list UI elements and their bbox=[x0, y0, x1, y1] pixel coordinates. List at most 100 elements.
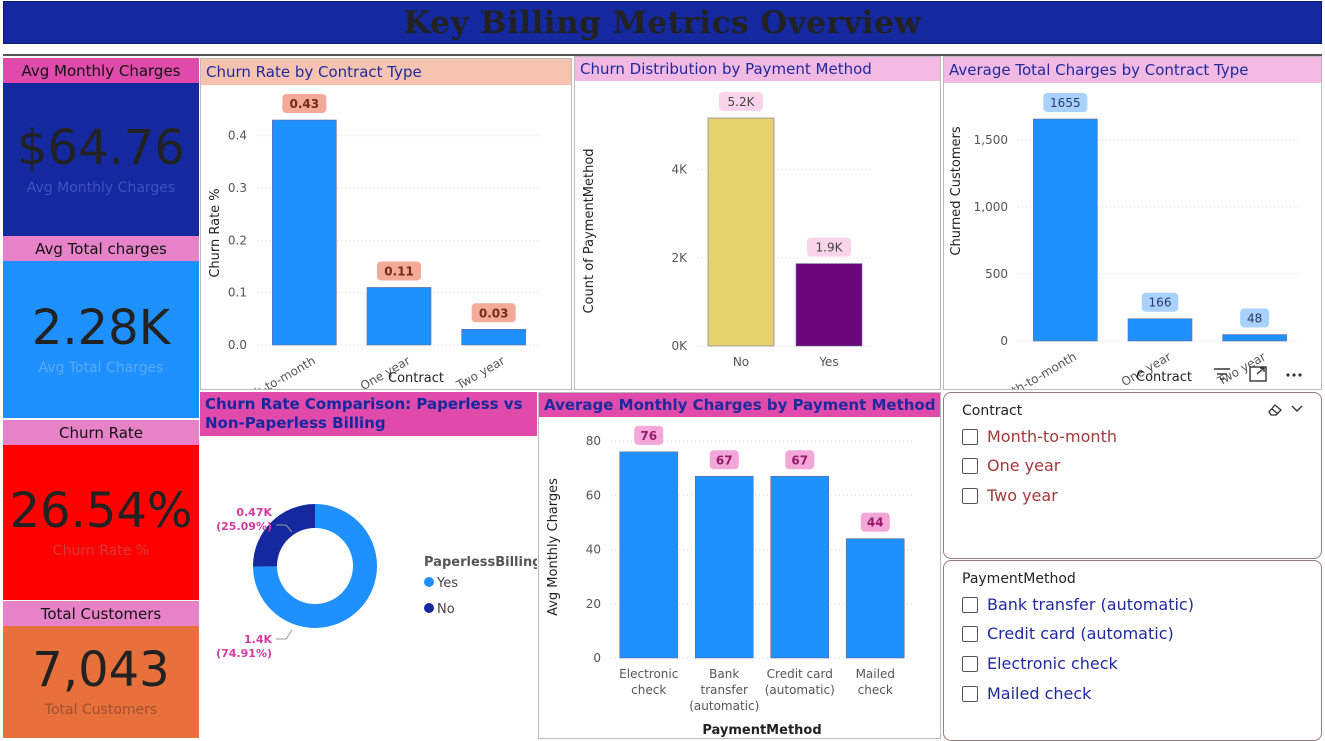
x-tick-label: Yes bbox=[818, 355, 838, 369]
bar bbox=[619, 451, 679, 659]
checkbox[interactable] bbox=[962, 487, 978, 504]
bar bbox=[1127, 318, 1193, 342]
y-tick-label: 20 bbox=[586, 597, 601, 611]
x-axis-title: PaymentMethod bbox=[702, 723, 821, 738]
panel-title: Churn Rate by Contract Type bbox=[201, 59, 571, 85]
slicer-item-bank-transfer[interactable]: Bank transfer (automatic) bbox=[962, 595, 1194, 614]
kpi-churn-rate-card[interactable]: 26.54% Churn Rate % bbox=[3, 445, 199, 600]
x-tick-label: Month-to-month bbox=[226, 353, 317, 389]
slicer-item-label: Electronic check bbox=[987, 654, 1118, 673]
data-label-bg bbox=[719, 92, 763, 111]
x-tick-label: check bbox=[858, 683, 893, 697]
x-tick-label: Month-to-month bbox=[987, 349, 1078, 389]
x-tick-label: Mailed bbox=[856, 667, 895, 681]
kpi-total-customers-caption: Total Customers bbox=[44, 702, 158, 718]
bar bbox=[707, 117, 775, 347]
leader-line bbox=[276, 524, 293, 533]
x-tick-label: Two year bbox=[453, 353, 507, 389]
y-tick-label: 2K bbox=[671, 251, 688, 265]
slicer-item-two-year[interactable]: Two year bbox=[962, 486, 1058, 505]
legend-marker bbox=[424, 577, 434, 587]
bar bbox=[694, 475, 754, 659]
paperless-panel[interactable]: Churn Rate Comparison: Paperless vs Non-… bbox=[200, 392, 537, 739]
slicer-item-label: One year bbox=[987, 456, 1061, 475]
x-axis-title: Contract bbox=[1136, 370, 1192, 385]
checkbox[interactable] bbox=[962, 428, 978, 445]
focus-mode-icon[interactable] bbox=[1248, 365, 1268, 383]
slicer-item-electronic-check[interactable]: Electronic check bbox=[962, 654, 1118, 673]
data-label: 1.9K bbox=[816, 241, 844, 255]
kpi-avg-total-caption: Avg Total Charges bbox=[38, 359, 164, 376]
contract-slicer[interactable]: Contract Month-to-month One year Two yea… bbox=[943, 392, 1322, 559]
y-tick-label: 0K bbox=[671, 339, 688, 353]
churn-by-payment-panel[interactable]: Churn Distribution by Payment Method 0K 2… bbox=[574, 56, 941, 390]
kpi-churn-rate-value: 26.54% bbox=[9, 482, 193, 539]
kpi-churn-rate-label: Churn Rate bbox=[3, 420, 199, 445]
x-tick-label: Bank bbox=[709, 667, 739, 681]
y-tick-label: 500 bbox=[985, 267, 1008, 281]
clear-selections-icon[interactable] bbox=[1266, 401, 1284, 417]
slicer-item-month-to-month[interactable]: Month-to-month bbox=[962, 427, 1117, 446]
slicer-item-label: Mailed check bbox=[987, 684, 1092, 703]
data-label: 67 bbox=[716, 453, 733, 467]
data-label-bg bbox=[1240, 308, 1270, 328]
y-tick-label: 0.1 bbox=[228, 286, 247, 300]
checkbox[interactable] bbox=[962, 685, 978, 702]
bar bbox=[770, 475, 830, 659]
avg-monthly-by-payment-chart: 0 20 40 60 80 76 Electronic check 67 Bank transfer… bbox=[546, 425, 913, 738]
legend-marker bbox=[424, 603, 434, 613]
legend-label: Yes bbox=[436, 576, 458, 591]
kpi-avg-total-card[interactable]: 2.28K Avg Total Charges bbox=[3, 261, 199, 418]
avg-total-by-contract-panel[interactable]: Average Total Charges by Contract Type 0… bbox=[943, 56, 1322, 390]
checkbox[interactable] bbox=[962, 625, 978, 642]
y-axis-title: Avg Monthly Charges bbox=[546, 478, 561, 616]
data-label: 0.47K bbox=[236, 506, 272, 519]
data-label: 1655 bbox=[1050, 96, 1081, 110]
dashboard-title-bar: Key Billing Metrics Overview bbox=[3, 1, 1322, 44]
panel-title: Average Total Charges by Contract Type bbox=[944, 57, 1321, 83]
data-label: 0.03 bbox=[479, 306, 509, 320]
slicer-item-credit-card[interactable]: Credit card (automatic) bbox=[962, 624, 1174, 643]
data-label: 1.4K bbox=[244, 633, 272, 646]
slicer-item-label: Month-to-month bbox=[987, 427, 1117, 446]
data-label-bg bbox=[785, 450, 815, 470]
slicer-item-label: Bank transfer (automatic) bbox=[987, 595, 1194, 614]
kpi-total-customers-value: 7,043 bbox=[32, 642, 170, 698]
kpi-avg-monthly-card[interactable]: $64.76 Avg Monthly Charges bbox=[3, 83, 199, 236]
checkbox[interactable] bbox=[962, 596, 978, 613]
churn-by-contract-panel[interactable]: Churn Rate by Contract Type 0.0 0.1 0.2 0.3… bbox=[200, 58, 572, 390]
checkbox[interactable] bbox=[962, 457, 978, 474]
x-axis-title: Contract bbox=[388, 371, 444, 386]
panel-title: Churn Distribution by Payment Method bbox=[575, 57, 940, 81]
slicer-title: Contract bbox=[962, 403, 1023, 419]
more-options-icon[interactable] bbox=[1284, 365, 1304, 383]
y-tick-label: 1,000 bbox=[974, 200, 1008, 214]
panel-title: Average Monthly Charges by Payment Metho… bbox=[539, 393, 940, 417]
payment-method-slicer[interactable]: PaymentMethod Bank transfer (automatic) … bbox=[943, 560, 1322, 741]
kpi-churn-rate-caption: Churn Rate % bbox=[52, 542, 150, 559]
data-label: (74.91%) bbox=[216, 647, 272, 660]
y-tick-label: 80 bbox=[586, 434, 601, 448]
filter-icon[interactable] bbox=[1212, 365, 1232, 383]
slicer-item-mailed-check[interactable]: Mailed check bbox=[962, 684, 1091, 703]
paperless-donut-chart: 1.4K(74.91%) 0.47K(25.09%) PaperlessBillin… bbox=[216, 504, 537, 660]
kpi-total-customers-card[interactable]: 7,043 Total Customers bbox=[3, 626, 199, 738]
donut-slice bbox=[253, 504, 315, 567]
dashboard-title: Key Billing Metrics Overview bbox=[403, 4, 922, 41]
y-tick-label: 0.0 bbox=[228, 338, 247, 352]
chevron-down-icon[interactable] bbox=[1290, 402, 1304, 416]
legend-label: No bbox=[437, 602, 455, 617]
data-label: 48 bbox=[1247, 312, 1262, 326]
data-label: 5.2K bbox=[728, 95, 756, 109]
y-tick-label: 0.2 bbox=[228, 233, 247, 247]
slicer-item-one-year[interactable]: One year bbox=[962, 456, 1060, 475]
x-tick-label: (automatic) bbox=[689, 699, 759, 713]
x-tick-label: No bbox=[733, 355, 749, 369]
checkbox[interactable] bbox=[962, 655, 978, 672]
y-axis-title: Churned Customers bbox=[949, 126, 964, 255]
data-label-bg bbox=[634, 425, 664, 445]
bar bbox=[461, 329, 526, 346]
data-label-bg bbox=[807, 237, 851, 257]
y-axis-title: Count of PaymentMethod bbox=[582, 148, 597, 313]
avg-monthly-by-payment-panel[interactable]: Average Monthly Charges by Payment Metho… bbox=[538, 392, 941, 739]
